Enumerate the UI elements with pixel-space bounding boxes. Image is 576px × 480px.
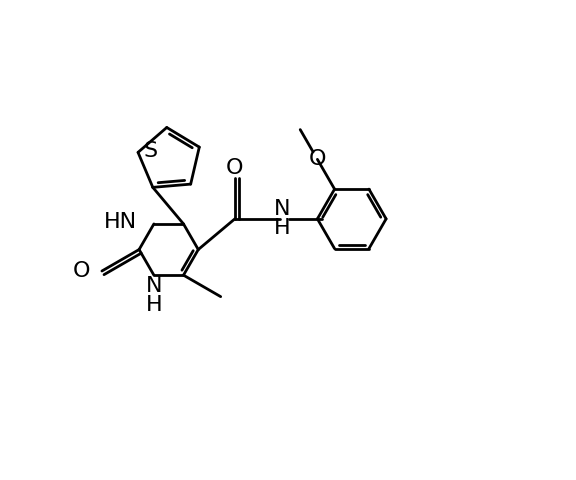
- Text: H: H: [146, 295, 162, 315]
- Text: S: S: [144, 142, 158, 161]
- Text: N: N: [274, 199, 291, 219]
- Text: N: N: [146, 276, 162, 296]
- Text: O: O: [226, 158, 244, 178]
- Text: O: O: [73, 261, 90, 281]
- Text: HN: HN: [104, 212, 137, 231]
- Text: H: H: [274, 218, 291, 239]
- Text: O: O: [309, 149, 326, 169]
